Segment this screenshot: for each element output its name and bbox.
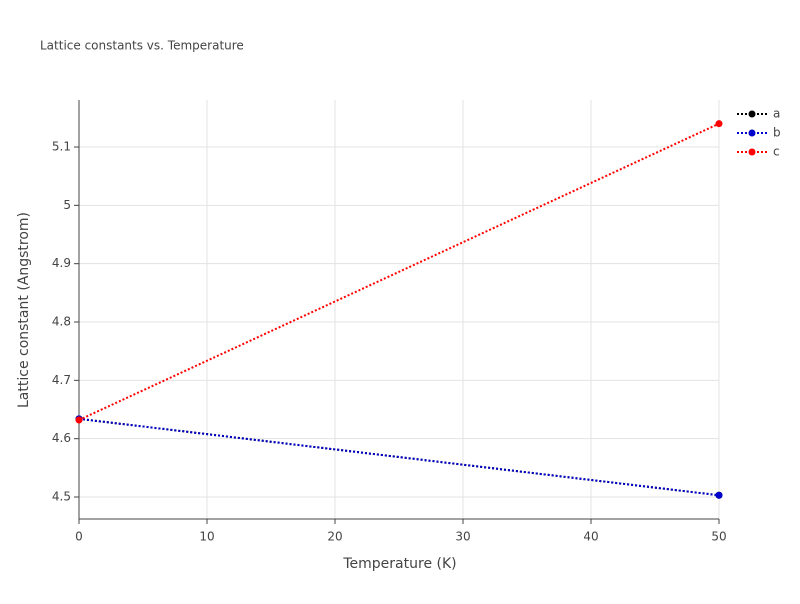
data-point	[75, 416, 83, 424]
x-tick-label: 20	[327, 530, 342, 544]
x-tick-label: 0	[75, 530, 83, 544]
x-axis-label: Temperature (K)	[342, 556, 456, 572]
legend-marker	[748, 129, 756, 137]
y-tick-label: 5	[63, 198, 71, 212]
legend-label: b	[773, 126, 781, 140]
series-line	[78, 122, 720, 421]
y-tick-label: 4.7	[52, 373, 71, 387]
y-axis-label: Lattice constant (Angstrom)	[16, 212, 32, 408]
x-tick-label: 40	[583, 530, 598, 544]
y-tick-label: 5.1	[52, 140, 71, 154]
x-tick-label: 30	[455, 530, 470, 544]
y-tick-label: 4.9	[52, 256, 71, 270]
legend-marker	[748, 110, 756, 118]
legend-label: c	[773, 145, 780, 159]
legend-marker	[748, 148, 756, 156]
chart-title: Lattice constants vs. Temperature	[40, 39, 244, 53]
y-tick-label: 4.5	[52, 490, 71, 504]
data-point	[715, 120, 723, 128]
y-tick-label: 4.6	[52, 431, 71, 445]
series-line	[78, 417, 720, 497]
data-point	[715, 491, 723, 499]
legend-label: a	[773, 107, 780, 121]
y-tick-label: 4.8	[52, 315, 71, 329]
x-tick-label: 50	[711, 530, 726, 544]
x-tick-label: 10	[199, 530, 214, 544]
